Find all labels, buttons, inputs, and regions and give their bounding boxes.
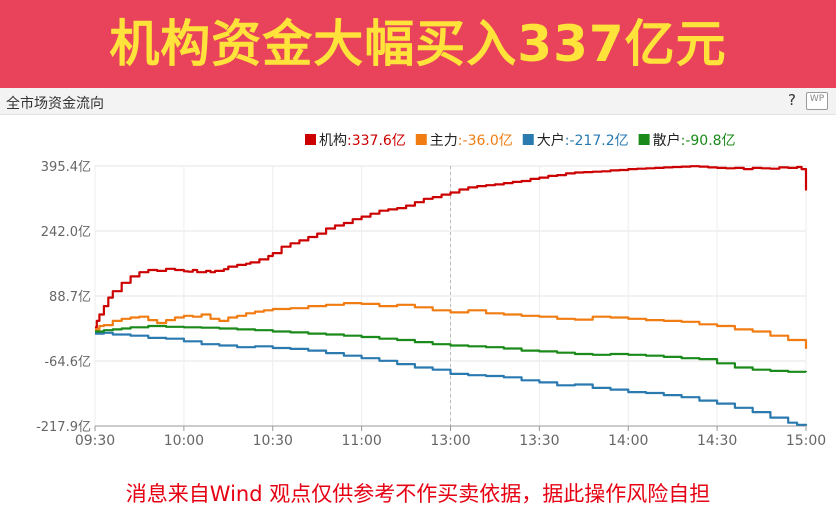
legend-value: :-90.8亿	[681, 133, 736, 149]
series-line-2	[95, 331, 808, 426]
x-tick-label: 13:00	[430, 433, 470, 449]
legend-value: :337.6亿	[347, 133, 406, 149]
x-tick-label: 15:00	[786, 433, 826, 449]
x-tick-label: 13:30	[519, 433, 559, 449]
x-tick-label: 09:30	[75, 433, 115, 449]
help-icon[interactable]: ?	[788, 91, 796, 109]
y-tick-label: 395.4亿	[41, 160, 91, 175]
x-tick-label: 10:30	[253, 433, 293, 449]
wp-export-icon[interactable]: WP	[806, 92, 828, 110]
x-tick-label: 14:30	[697, 433, 737, 449]
y-tick-label: -64.6亿	[44, 355, 91, 370]
legend-swatch	[522, 134, 534, 145]
x-tick-label: 11:00	[341, 433, 381, 449]
series-line-3	[95, 324, 808, 373]
legend-name: 主力	[430, 133, 458, 149]
x-tick-label: 10:00	[164, 433, 204, 449]
legend-name: 大户	[537, 132, 565, 149]
legend-name: 机构	[319, 133, 347, 149]
legend-swatch	[638, 134, 650, 145]
headline-banner: 机构资金大幅买入337亿元	[0, 0, 836, 88]
legend-value: :-36.0亿	[458, 133, 513, 149]
series-line-1	[95, 302, 808, 349]
chart-panel-title: 全市场资金流向	[6, 96, 104, 112]
wp-icon-label: WP	[809, 94, 825, 104]
y-tick-label: 88.7亿	[49, 290, 91, 305]
legend-name: 散户	[653, 132, 681, 149]
legend-value: :-217.2亿	[565, 133, 629, 149]
legend-swatch	[305, 134, 316, 145]
x-tick-label: 14:00	[608, 433, 648, 449]
legend-swatch	[415, 134, 427, 145]
chart-header-bar: 全市场资金流向 ? WP	[0, 88, 836, 115]
series-line-0	[95, 165, 808, 329]
headline-title: 机构资金大幅买入337亿元	[109, 15, 727, 73]
disclaimer-footer: 消息来自Wind 观点仅供参考不作买卖依据，据此操作风险自担	[125, 482, 711, 506]
y-tick-label: 242.0亿	[41, 225, 91, 240]
y-tick-label: -217.9亿	[36, 420, 91, 435]
